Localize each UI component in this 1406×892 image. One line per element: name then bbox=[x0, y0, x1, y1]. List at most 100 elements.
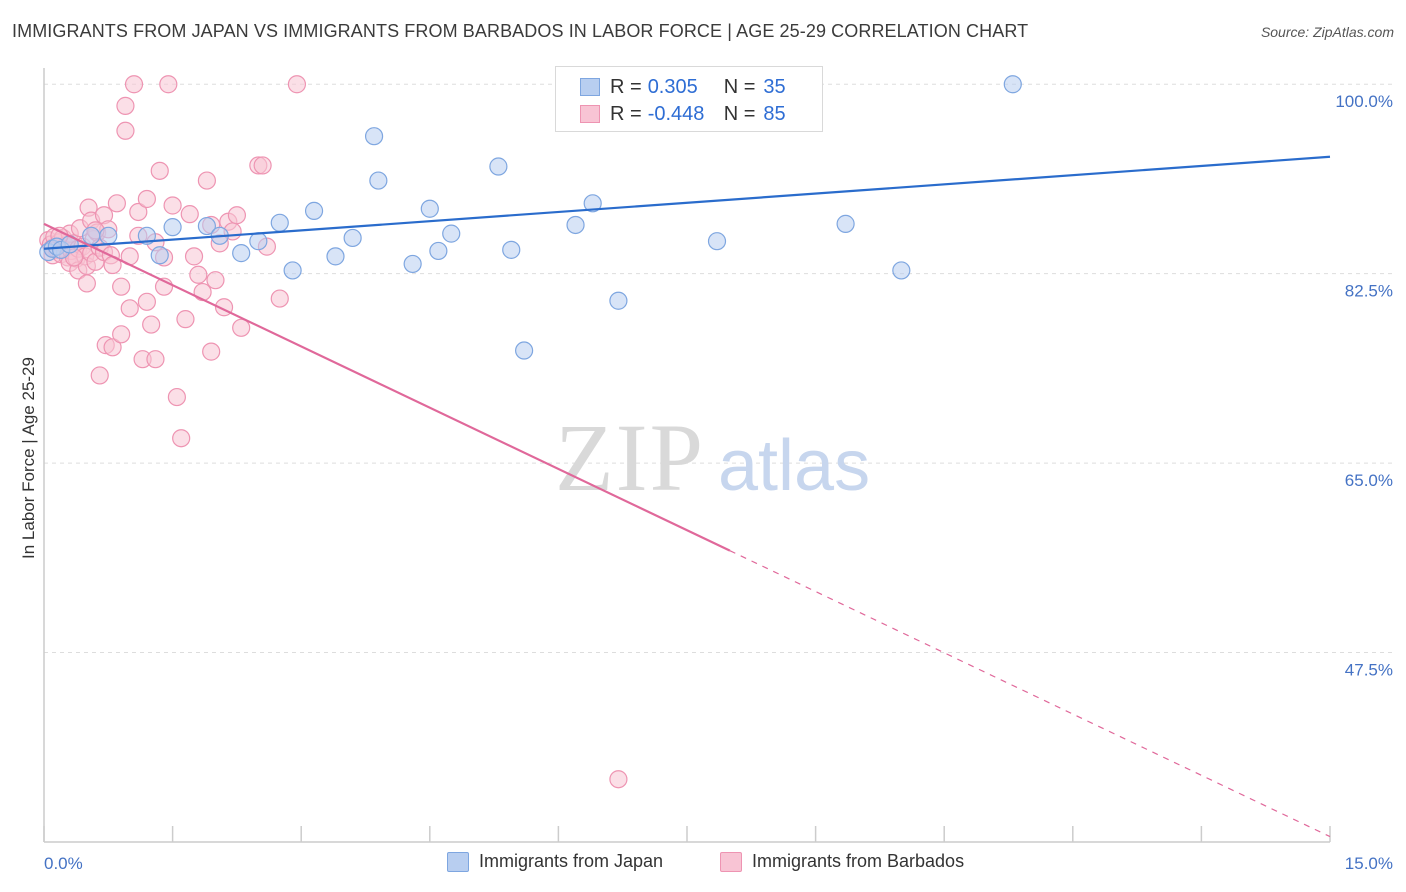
barbados-point[interactable] bbox=[120, 299, 139, 318]
series-legend: Immigrants from Japan Immigrants from Ba… bbox=[0, 851, 1406, 877]
barbados-point[interactable] bbox=[202, 342, 221, 361]
chart-title: IMMIGRANTS FROM JAPAN VS IMMIGRANTS FROM… bbox=[12, 21, 1029, 41]
japan-point[interactable] bbox=[270, 213, 289, 232]
y-axis-label: In Labor Force | Age 25-29 bbox=[19, 357, 38, 559]
japan-point[interactable] bbox=[892, 261, 911, 280]
grid-lines bbox=[44, 83, 1392, 654]
scatter-points bbox=[39, 75, 1022, 789]
source-label: Source: ZipAtlas.com bbox=[1260, 24, 1394, 40]
barbados-point[interactable] bbox=[107, 194, 126, 213]
barbados-point[interactable] bbox=[112, 277, 131, 296]
watermark-zip: ZIP bbox=[555, 404, 705, 511]
legend-label-japan: Immigrants from Japan bbox=[479, 851, 664, 871]
barbados-point[interactable] bbox=[142, 315, 161, 334]
legend-item-japan[interactable]: Immigrants from Japan bbox=[447, 851, 663, 872]
barbados-point[interactable] bbox=[176, 310, 195, 329]
legend-label-barbados: Immigrants from Barbados bbox=[752, 851, 965, 871]
x-tick-labels: 0.0% 15.0% bbox=[44, 854, 1393, 873]
japan-point[interactable] bbox=[566, 215, 585, 235]
japan-trend-line bbox=[43, 155, 1331, 250]
japan-point[interactable] bbox=[609, 291, 628, 310]
barbados-point[interactable] bbox=[90, 366, 109, 385]
n-value: 85 bbox=[763, 102, 786, 125]
japan-point[interactable] bbox=[304, 201, 324, 220]
japan-point[interactable] bbox=[197, 216, 216, 236]
n-label: N = bbox=[723, 102, 756, 125]
stats-legend: R = 0.305 N = 35 R = -0.448 N = 85 bbox=[555, 66, 823, 132]
japan-point[interactable] bbox=[150, 246, 169, 265]
japan-point[interactable] bbox=[442, 224, 461, 243]
japan-point[interactable] bbox=[836, 214, 855, 233]
barbados-point[interactable] bbox=[124, 75, 144, 94]
barbados-point[interactable] bbox=[137, 292, 156, 311]
y-tick-label: 47.5% bbox=[1345, 661, 1393, 680]
barbados-trend-line bbox=[43, 222, 731, 552]
barbados-point[interactable] bbox=[227, 206, 246, 225]
y-tick-label: 65.0% bbox=[1345, 471, 1393, 490]
barbados-point[interactable] bbox=[116, 121, 135, 140]
stats-legend-row-barbados: R = -0.448 N = 85 bbox=[580, 102, 786, 126]
r-value: 0.305 bbox=[647, 75, 698, 98]
watermark: ZIP atlas bbox=[555, 404, 870, 511]
japan-point[interactable] bbox=[369, 171, 388, 190]
y-tick-label: 100.0% bbox=[1335, 92, 1393, 111]
barbados-point[interactable] bbox=[150, 161, 169, 180]
barbados-point[interactable] bbox=[129, 202, 148, 222]
r-label: R = bbox=[610, 102, 642, 125]
barbados-point[interactable] bbox=[167, 387, 186, 407]
barbados-point[interactable] bbox=[103, 338, 122, 357]
barbados-point[interactable] bbox=[197, 171, 216, 190]
barbados-point[interactable] bbox=[180, 205, 199, 224]
barbados-swatch bbox=[580, 105, 600, 123]
japan-point[interactable] bbox=[489, 157, 508, 176]
r-value: -0.448 bbox=[647, 102, 705, 125]
barbados-point[interactable] bbox=[193, 282, 212, 302]
japan-point[interactable] bbox=[82, 226, 101, 245]
japan-point[interactable] bbox=[343, 228, 362, 248]
barbados-point[interactable] bbox=[287, 75, 307, 94]
barbados-point[interactable] bbox=[232, 318, 251, 337]
barbados-point[interactable] bbox=[77, 274, 96, 293]
barbados-legend-swatch bbox=[720, 851, 742, 872]
japan-point[interactable] bbox=[515, 341, 534, 360]
legend-item-barbados[interactable]: Immigrants from Barbados bbox=[720, 851, 964, 872]
y-tick-labels: 100.0% 82.5% 65.0% 47.5% bbox=[1335, 92, 1393, 679]
watermark-atlas: atlas bbox=[718, 426, 870, 506]
x-tick-label-min: 0.0% bbox=[44, 854, 83, 873]
barbados-point[interactable] bbox=[112, 325, 131, 344]
japan-point[interactable] bbox=[364, 127, 384, 146]
barbados-point[interactable] bbox=[137, 189, 156, 209]
barbados-point[interactable] bbox=[206, 271, 225, 290]
barbados-point[interactable] bbox=[116, 96, 135, 115]
x-tick-label-max: 15.0% bbox=[1345, 854, 1393, 873]
japan-swatch bbox=[580, 78, 600, 96]
barbados-point[interactable] bbox=[146, 350, 165, 369]
barbados-point[interactable] bbox=[184, 247, 204, 266]
japan-point[interactable] bbox=[403, 254, 422, 274]
japan-point[interactable] bbox=[707, 232, 727, 251]
japan-point[interactable] bbox=[249, 232, 268, 251]
r-label: R = bbox=[610, 75, 642, 98]
barbados-point[interactable] bbox=[159, 75, 178, 94]
barbados-point[interactable] bbox=[609, 770, 628, 789]
y-tick-label: 82.5% bbox=[1345, 282, 1393, 301]
japan-point[interactable] bbox=[583, 194, 602, 213]
japan-point[interactable] bbox=[163, 218, 182, 237]
japan-point[interactable] bbox=[232, 244, 251, 263]
japan-point[interactable] bbox=[99, 226, 118, 245]
japan-point[interactable] bbox=[429, 241, 448, 261]
barbados-point[interactable] bbox=[189, 265, 208, 284]
barbados-point[interactable] bbox=[270, 289, 289, 308]
barbados-point[interactable] bbox=[172, 429, 191, 448]
barbados-trend-line-extension bbox=[729, 550, 1331, 838]
n-value: 35 bbox=[763, 75, 786, 98]
japan-point[interactable] bbox=[502, 240, 521, 259]
barbados-point[interactable] bbox=[253, 156, 272, 175]
japan-point[interactable] bbox=[420, 199, 439, 218]
japan-point[interactable] bbox=[283, 261, 302, 280]
japan-point[interactable] bbox=[1003, 75, 1022, 94]
axes bbox=[43, 68, 1331, 843]
japan-point[interactable] bbox=[326, 247, 345, 266]
barbados-point[interactable] bbox=[163, 196, 182, 215]
